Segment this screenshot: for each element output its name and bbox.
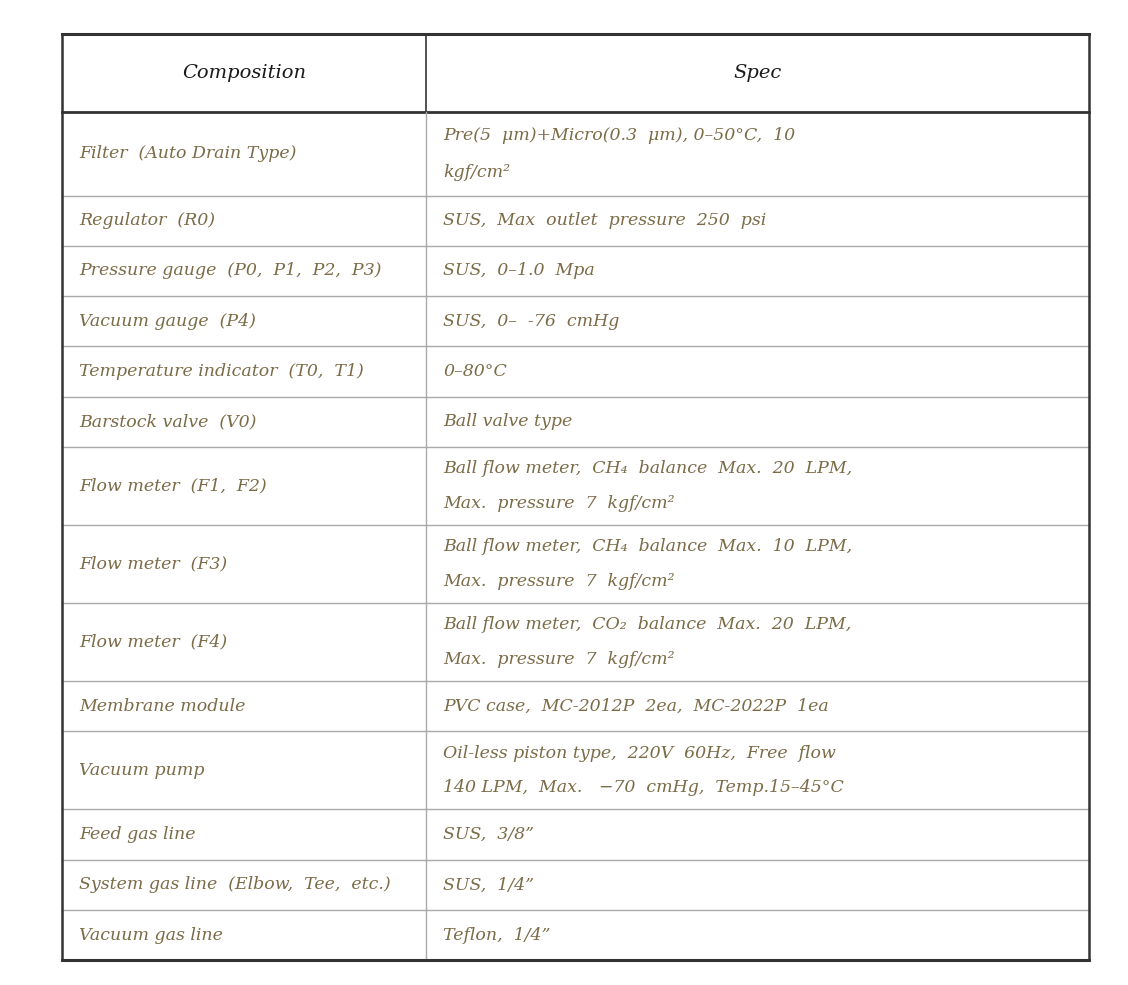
Text: Vacuum gauge  (P4): Vacuum gauge (P4) [79,313,256,330]
Text: Ball flow meter,  CO₂  balance  Max.  20  LPM,: Ball flow meter, CO₂ balance Max. 20 LPM… [443,617,852,633]
Text: Oil‑less piston type,  220V  60Hz,  Free  flow: Oil‑less piston type, 220V 60Hz, Free fl… [443,745,836,761]
Text: Max.  pressure  7  kgf/cm²: Max. pressure 7 kgf/cm² [443,651,675,668]
Text: Ball flow meter,  CH₄  balance  Max.  20  LPM,: Ball flow meter, CH₄ balance Max. 20 LPM… [443,460,853,478]
Text: Ball valve type: Ball valve type [443,414,573,430]
Text: Feed gas line: Feed gas line [79,826,195,843]
Text: Membrane module: Membrane module [79,697,245,715]
Text: SUS,  0–  -76  cmHg: SUS, 0– -76 cmHg [443,313,619,330]
Text: PVC case,  MC‑2012P  2ea,  MC‑2022P  1ea: PVC case, MC‑2012P 2ea, MC‑2022P 1ea [443,697,829,715]
Text: Max.  pressure  7  kgf/cm²: Max. pressure 7 kgf/cm² [443,494,675,512]
Text: 140 LPM,  Max.   −70  cmHg,  Temp.15–45°C: 140 LPM, Max. −70 cmHg, Temp.15–45°C [443,779,844,796]
Text: Ball flow meter,  CH₄  balance  Max.  10  LPM,: Ball flow meter, CH₄ balance Max. 10 LPM… [443,539,853,556]
Text: Composition: Composition [183,64,306,83]
Text: SUS,  1/4”: SUS, 1/4” [443,877,535,893]
Text: Max.  pressure  7  kgf/cm²: Max. pressure 7 kgf/cm² [443,572,675,590]
Text: Spec: Spec [733,64,782,83]
Text: System gas line  (Elbow,  Tee,  etc.): System gas line (Elbow, Tee, etc.) [79,877,390,893]
Text: SUS,  0–1.0  Mpa: SUS, 0–1.0 Mpa [443,262,596,280]
Text: Teflon,  1/4”: Teflon, 1/4” [443,927,550,944]
Text: kgf/cm²: kgf/cm² [443,164,511,181]
Text: SUS,  Max  outlet  pressure  250  psi: SUS, Max outlet pressure 250 psi [443,212,767,230]
Text: Flow meter  (F4): Flow meter (F4) [79,633,227,651]
Text: Vacuum gas line: Vacuum gas line [79,927,223,944]
Text: Pre(5  μm)+Micro(0.3  μm), 0–50°C,  10: Pre(5 μm)+Micro(0.3 μm), 0–50°C, 10 [443,127,795,144]
Text: Filter  (Auto Drain Type): Filter (Auto Drain Type) [79,146,297,163]
Text: Flow meter  (F3): Flow meter (F3) [79,556,227,572]
Text: Flow meter  (F1,  F2): Flow meter (F1, F2) [79,478,266,494]
Text: SUS,  3/8”: SUS, 3/8” [443,826,535,843]
Text: Temperature indicator  (T0,  T1): Temperature indicator (T0, T1) [79,363,363,380]
Text: Barstock valve  (V0): Barstock valve (V0) [79,414,256,430]
Text: Regulator  (R0): Regulator (R0) [79,212,215,230]
Text: Vacuum pump: Vacuum pump [79,762,204,779]
Text: Pressure gauge  (P0,  P1,  P2,  P3): Pressure gauge (P0, P1, P2, P3) [79,262,381,280]
Text: 0–80°C: 0–80°C [443,363,508,380]
